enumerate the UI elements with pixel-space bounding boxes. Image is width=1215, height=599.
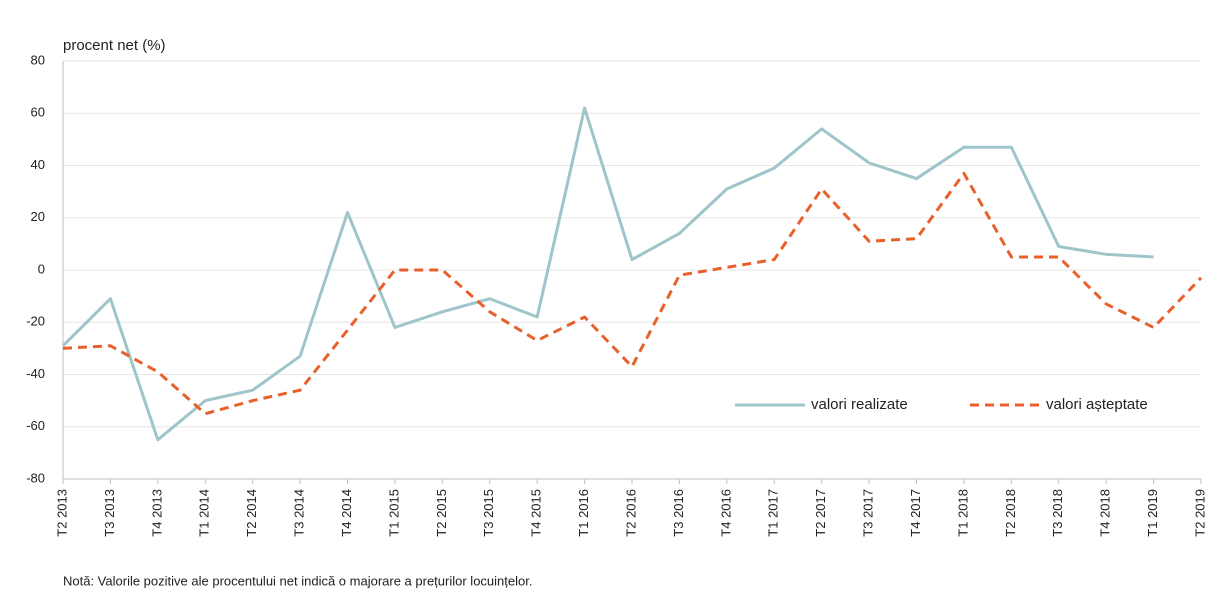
x-tick-label: T3 2017: [861, 489, 876, 537]
x-tick-label: T4 2016: [718, 489, 733, 537]
x-tick-label: T2 2014: [244, 489, 259, 537]
y-tick-label: -80: [26, 470, 45, 485]
series-line: [62, 171, 1203, 416]
y-tick-label: 60: [31, 105, 45, 120]
y-tick-label: -60: [26, 418, 45, 433]
x-tick-label: T2 2015: [434, 489, 449, 537]
x-tick-label: T1 2014: [197, 489, 212, 537]
x-tick-label: T2 2016: [623, 489, 638, 537]
x-tick-label: T1 2018: [955, 489, 970, 537]
series-line: [61, 106, 1154, 442]
x-tick-label: T4 2018: [1098, 489, 1113, 537]
y-tick-label: 80: [31, 52, 45, 67]
x-tick-label: T3 2015: [481, 489, 496, 537]
x-tick-label: T1 2017: [766, 489, 781, 537]
x-tick-label: T1 2015: [386, 489, 401, 537]
y-tick-label: -20: [26, 314, 45, 329]
x-tick-label: T3 2014: [292, 489, 307, 537]
note: Notă: Valorile pozitive ale procentului …: [63, 573, 532, 588]
y-tick-label: 20: [31, 209, 45, 224]
y-tick-label: 40: [31, 157, 45, 172]
x-tick-label: T2 2013: [54, 489, 69, 537]
x-tick-label: T2 2019: [1192, 489, 1207, 537]
x-tick-label: T1 2019: [1145, 489, 1160, 537]
legend-label: valori realizate: [811, 396, 908, 413]
x-tick-label: T2 2018: [1003, 489, 1018, 537]
x-tick-label: T2 2017: [813, 489, 828, 537]
legend-label: valori așteptate: [1046, 396, 1148, 413]
y-tick-label: -40: [26, 366, 45, 381]
x-tick-label: T3 2018: [1050, 489, 1065, 537]
x-tick-label: T4 2015: [529, 489, 544, 537]
x-tick-label: T4 2014: [339, 489, 354, 537]
x-tick-label: T1 2016: [576, 489, 591, 537]
x-tick-label: T3 2016: [671, 489, 686, 537]
x-tick-label: T3 2013: [102, 489, 117, 537]
x-tick-label: T4 2013: [149, 489, 164, 537]
y-axis-label: procent net (%): [63, 37, 166, 54]
x-tick-label: T4 2017: [908, 489, 923, 537]
y-tick-label: 0: [38, 261, 45, 276]
